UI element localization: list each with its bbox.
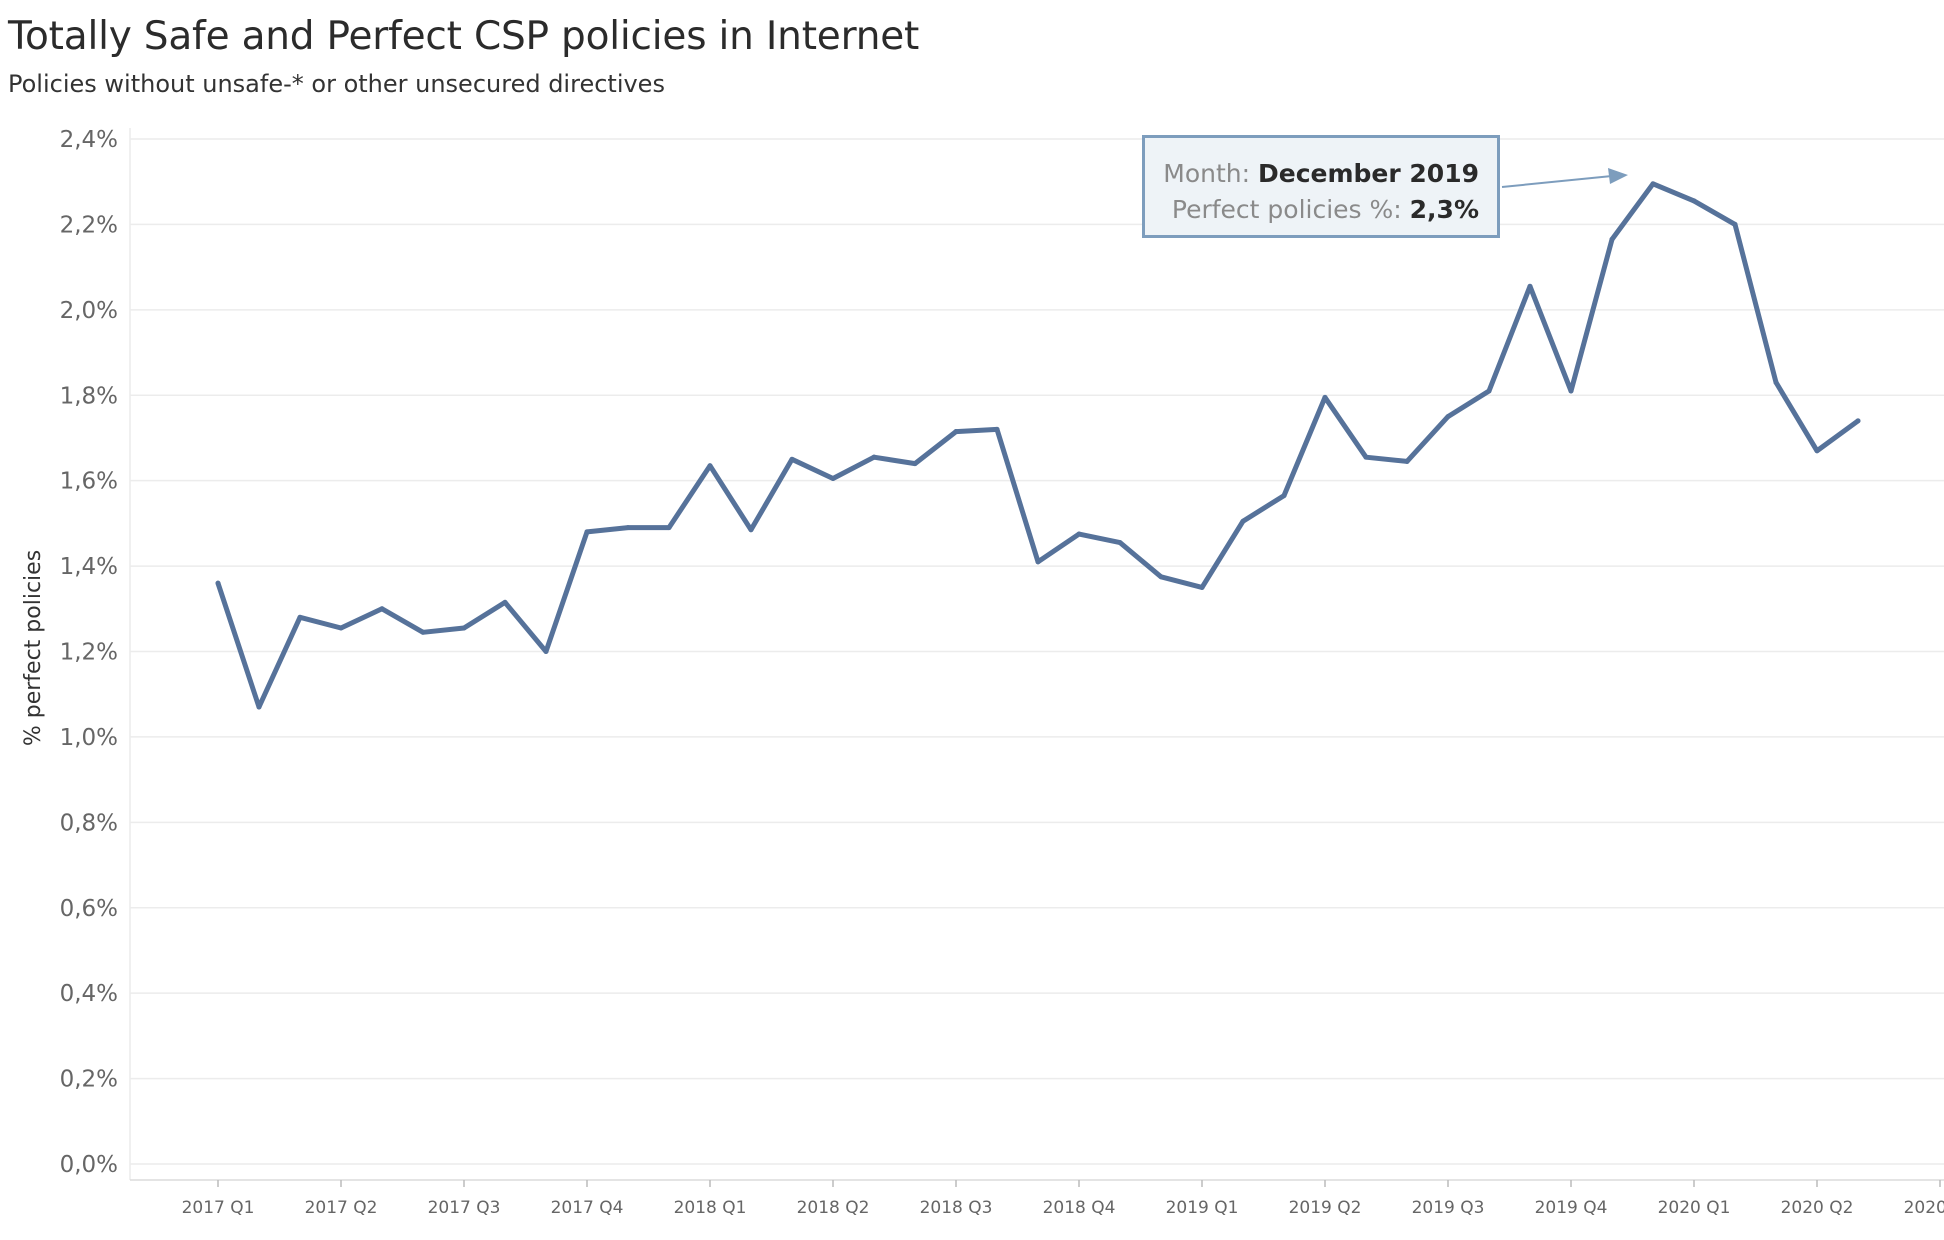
data-point (584, 529, 590, 535)
chart-title: Totally Safe and Perfect CSP policies in… (8, 14, 920, 59)
data-point (215, 580, 221, 586)
chart-subtitle: Policies without unsafe-* or other unsec… (8, 70, 665, 98)
data-point (707, 463, 713, 469)
callout-month-value: December 2019 (1258, 159, 1479, 188)
x-tick-label: 2017 Q3 (428, 1198, 501, 1218)
data-point (338, 625, 344, 631)
gridlines (130, 138, 1944, 1165)
data-point (1855, 418, 1861, 424)
x-tick-label: 2019 Q2 (1289, 1198, 1362, 1218)
data-point (461, 625, 467, 631)
x-tick-label: 2019 Q1 (1166, 1198, 1239, 1218)
data-point (1814, 448, 1820, 454)
y-tick-labels: 0,0% 0,2% 0,4% 0,6% 0,8% 1,0% 1,2% 1,4% 1,6% 1,8%… (60, 127, 118, 1178)
y-tick-label: 0,4% (60, 981, 118, 1007)
data-point (748, 527, 754, 533)
x-tick-label: 2019 Q4 (1535, 1198, 1608, 1218)
x-tick-label: 2018 Q2 (797, 1198, 870, 1218)
data-point (1486, 388, 1492, 394)
data-point (1240, 518, 1246, 524)
callout-pct-row: Perfect policies %: 2,3% (1145, 192, 1479, 228)
x-tick-label: 2018 Q3 (920, 1198, 993, 1218)
data-point (1158, 574, 1164, 580)
data-point (953, 429, 959, 435)
data-point (871, 454, 877, 460)
data-point (830, 476, 836, 482)
y-tick-label: 1,6% (60, 469, 118, 495)
x-tick-label: 2019 Q3 (1412, 1198, 1485, 1218)
y-axis-label: % perfect policies (21, 550, 46, 746)
y-tick-label: 0,8% (60, 810, 118, 836)
y-tick-label: 1,2% (60, 640, 118, 666)
data-point (1199, 584, 1205, 590)
data-point (1322, 394, 1328, 400)
callout-pct-label: Perfect policies %: (1171, 195, 1402, 224)
data-point (420, 629, 426, 635)
y-tick-label: 1,4% (60, 554, 118, 580)
data-point (1609, 236, 1615, 242)
data-point (1691, 198, 1697, 204)
data-point (1117, 540, 1123, 546)
axes (129, 128, 1944, 1187)
data-point (379, 606, 385, 612)
data-point (1568, 388, 1574, 394)
data-point (789, 456, 795, 462)
y-tick-label: 2,0% (60, 298, 118, 324)
data-point (666, 525, 672, 531)
data-point (256, 704, 262, 710)
callout-arrowhead-icon (1608, 168, 1628, 184)
callout-month-label: Month: (1163, 159, 1251, 188)
data-point (1035, 559, 1041, 565)
data-point (502, 599, 508, 605)
x-tick-label: 2020 Q2 (1781, 1198, 1854, 1218)
data-point (543, 649, 549, 654)
x-tick-label: 2017 Q2 (305, 1198, 378, 1218)
x-tick-label: 2020 Q1 (1658, 1198, 1731, 1218)
y-tick-label: 2,4% (60, 127, 118, 153)
x-tick-label: 2018 Q1 (674, 1198, 747, 1218)
data-point (1076, 531, 1082, 537)
callout-pct-value: 2,3% (1409, 195, 1479, 224)
series (215, 181, 1861, 710)
y-tick-label: 0,2% (60, 1067, 118, 1093)
x-tick-label: 2017 Q1 (182, 1198, 255, 1218)
callout-month-row: Month: December 2019 (1145, 156, 1479, 192)
data-point (1445, 414, 1451, 420)
x-tick-labels: 2017 Q1 2017 Q2 2017 Q3 2017 Q4 2018 Q1 2018 … (182, 1198, 1944, 1218)
y-tick-label: 0,0% (60, 1152, 118, 1178)
data-point (297, 614, 303, 620)
data-point (1527, 283, 1533, 289)
callout-arrow (1501, 175, 1613, 188)
x-tick-label: 2020 Q3 (1904, 1198, 1944, 1218)
data-point (1404, 458, 1410, 464)
data-point (1732, 221, 1738, 227)
data-point (994, 426, 1000, 432)
data-point (1650, 181, 1656, 187)
y-tick-label: 2,2% (60, 212, 118, 238)
callout-box: Month: December 2019 Perfect policies %:… (1142, 135, 1500, 238)
data-point (1773, 379, 1779, 385)
x-tick-label: 2017 Q4 (551, 1198, 624, 1218)
y-tick-label: 1,0% (60, 725, 118, 751)
data-point (625, 525, 631, 531)
x-tick-label: 2018 Q4 (1043, 1198, 1116, 1218)
y-tick-label: 0,6% (60, 896, 118, 922)
data-point (912, 461, 918, 467)
data-point (1363, 454, 1369, 460)
data-point (1281, 493, 1287, 499)
y-tick-label: 1,8% (60, 383, 118, 409)
